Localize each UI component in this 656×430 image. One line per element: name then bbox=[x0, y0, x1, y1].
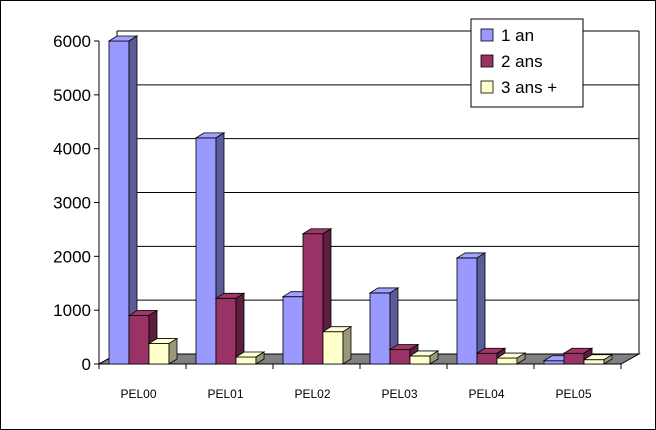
bar-front bbox=[235, 356, 257, 365]
bar-side bbox=[255, 351, 265, 365]
bar-front bbox=[282, 296, 304, 365]
bar-front bbox=[302, 233, 324, 365]
x-tick-label: PEL02 bbox=[294, 387, 330, 401]
y-tick-label: 0 bbox=[82, 355, 91, 374]
bar bbox=[408, 350, 440, 365]
y-tick-label: 6000 bbox=[53, 32, 91, 51]
bar-front bbox=[476, 352, 498, 365]
bar bbox=[562, 347, 594, 365]
bar-side bbox=[342, 325, 352, 365]
bar-front bbox=[409, 355, 431, 365]
bar bbox=[214, 292, 246, 365]
bar-front bbox=[389, 349, 411, 365]
bar-front bbox=[215, 297, 237, 365]
legend-label: 2 ans bbox=[501, 52, 543, 71]
y-tick-label: 3000 bbox=[53, 194, 91, 213]
bar-front bbox=[369, 292, 391, 365]
bar-front bbox=[108, 40, 130, 365]
bar bbox=[234, 351, 266, 365]
legend-label: 1 an bbox=[501, 26, 534, 45]
bar bbox=[495, 352, 527, 365]
bar-front bbox=[563, 352, 585, 365]
bar bbox=[368, 287, 400, 365]
bar bbox=[455, 252, 487, 365]
y-tick-label: 1000 bbox=[53, 301, 91, 320]
bar-side bbox=[603, 353, 613, 365]
legend-label: 3 ans + bbox=[501, 78, 557, 97]
x-tick-label: PEL04 bbox=[468, 387, 504, 401]
y-tick-label: 4000 bbox=[53, 140, 91, 159]
bar-front bbox=[583, 359, 605, 365]
bar-side bbox=[476, 252, 486, 365]
bar-side bbox=[516, 352, 526, 365]
bar-front bbox=[496, 357, 518, 365]
legend-swatch bbox=[480, 80, 494, 94]
y-tick-label: 5000 bbox=[53, 86, 91, 105]
bar bbox=[194, 132, 226, 365]
bar-front bbox=[456, 257, 478, 365]
y-tick-label: 2000 bbox=[53, 247, 91, 266]
bar-front bbox=[543, 360, 565, 365]
x-tick-label: PEL03 bbox=[381, 387, 417, 401]
legend-swatch bbox=[480, 54, 494, 68]
bar bbox=[321, 325, 353, 365]
bar-front bbox=[195, 137, 217, 365]
legend: 1 an 2 ans 3 ans + bbox=[470, 18, 584, 108]
x-tick-label: PEL00 bbox=[120, 387, 156, 401]
bar-side bbox=[429, 350, 439, 365]
bar-side bbox=[168, 337, 178, 365]
x-tick-label: PEL01 bbox=[207, 387, 243, 401]
bar-front bbox=[148, 343, 170, 365]
bar-front bbox=[322, 331, 344, 365]
bar-front bbox=[128, 315, 150, 365]
legend-swatch bbox=[480, 28, 494, 42]
bar bbox=[147, 337, 179, 365]
x-tick-label: PEL05 bbox=[555, 387, 591, 401]
bar bbox=[582, 353, 614, 365]
